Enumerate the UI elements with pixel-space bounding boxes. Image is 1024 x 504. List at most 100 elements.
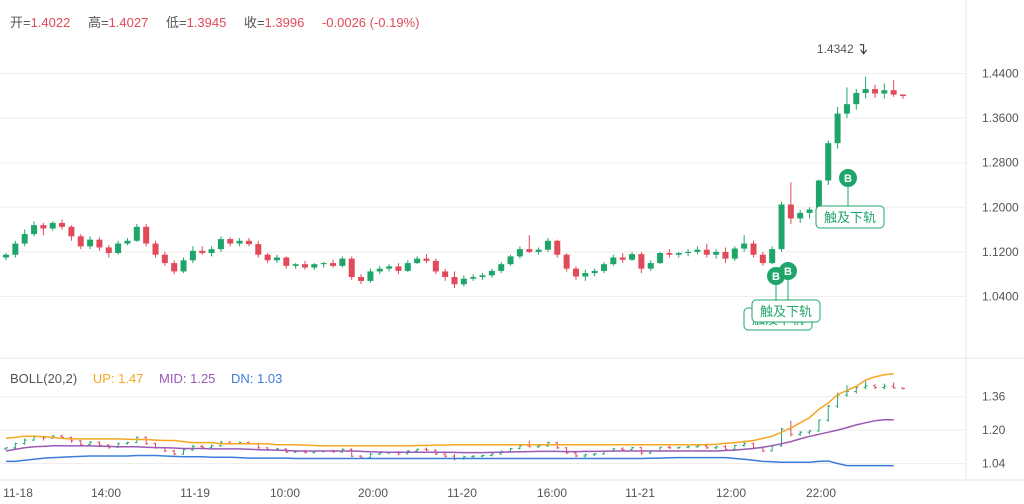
boll-candle — [854, 385, 859, 394]
boll-candle — [527, 440, 532, 448]
candle — [479, 273, 486, 280]
boll-candle — [564, 447, 569, 455]
candle — [180, 257, 187, 274]
candle — [871, 84, 878, 98]
candle-body — [479, 275, 486, 278]
candle — [544, 237, 551, 252]
candle-body — [554, 240, 561, 255]
time-tick-label: 12:00 — [716, 486, 746, 500]
buy-marker-circle — [779, 262, 797, 280]
time-tick-label: 10:00 — [270, 486, 300, 500]
candle — [189, 246, 196, 264]
candle-body — [311, 264, 318, 268]
candle-body — [666, 253, 673, 255]
candle-body — [778, 204, 785, 250]
candle-body — [217, 239, 224, 250]
candle — [694, 246, 701, 255]
candle-body — [264, 254, 271, 261]
change-value: -0.0026 (-0.19%) — [321, 15, 420, 30]
candle-body — [236, 240, 243, 244]
candle — [825, 140, 832, 185]
candle-body — [49, 222, 56, 229]
candle-body — [703, 249, 710, 255]
candle-body — [96, 239, 103, 248]
price-tick-label: 1.2000 — [982, 200, 1019, 214]
candle — [741, 235, 748, 252]
candle — [535, 247, 542, 255]
candle — [330, 259, 337, 268]
signal-label-text: 触及下轨 — [760, 305, 812, 320]
time-tick-label: 14:00 — [91, 486, 121, 500]
candle — [245, 237, 252, 247]
candle-body — [900, 94, 906, 96]
candle-body — [881, 90, 888, 94]
boll-candle — [592, 453, 597, 456]
candle-body — [339, 258, 346, 266]
candle-body — [750, 243, 757, 255]
candle-body — [432, 260, 439, 272]
candle — [236, 237, 243, 247]
signal-label-box — [751, 299, 821, 323]
candle — [554, 239, 561, 258]
boll-candle — [573, 452, 578, 458]
candle — [105, 245, 112, 258]
boll-candle — [714, 445, 719, 450]
boll-legend: BOLL(20,2) UP: 1.47 MID: 1.25 DN: 1.03 — [10, 371, 294, 386]
ohlc-legend: 开=1.4022 高=1.4027 低=1.3945 收=1.3996 -0.0… — [10, 12, 434, 31]
boll-candle — [415, 448, 420, 452]
candle-body — [451, 277, 458, 285]
buy-marker-letter: B — [772, 271, 780, 283]
candle — [49, 221, 56, 231]
boll-candle — [901, 387, 905, 390]
candle-body — [890, 90, 897, 95]
candle-body — [488, 270, 495, 276]
buy-marker-circle — [839, 169, 857, 187]
candle — [629, 251, 636, 261]
candle-body — [358, 277, 365, 281]
boll-candle — [368, 453, 373, 459]
candle — [638, 251, 645, 274]
boll-candle — [13, 442, 18, 449]
candle — [488, 268, 495, 278]
candle-body — [423, 258, 430, 261]
candle — [498, 261, 505, 274]
candle-body — [516, 249, 523, 257]
max-price-arrowhead — [860, 49, 868, 55]
candle — [348, 256, 355, 280]
candle — [572, 266, 579, 280]
boll-candle — [891, 382, 896, 389]
candle — [657, 251, 664, 265]
candle — [264, 253, 271, 264]
candle-body — [675, 253, 682, 255]
candle — [759, 251, 766, 266]
candle — [273, 254, 280, 264]
candle — [358, 274, 365, 285]
candle-body — [731, 248, 738, 259]
boll-tick-label: 1.36 — [982, 390, 1006, 404]
candle — [376, 265, 383, 275]
boll-candle — [125, 441, 130, 445]
boll-candle — [667, 445, 672, 449]
price-tick-label: 1.2800 — [982, 156, 1019, 170]
open-value: 开=1.4022 — [10, 15, 71, 30]
candle — [124, 237, 131, 246]
boll-candle — [69, 436, 74, 443]
candle-body — [59, 222, 66, 227]
boll-candle — [686, 445, 691, 449]
boll-mid-line — [5, 418, 894, 454]
boll-candle — [872, 384, 877, 390]
signal-marker: B 触及下轨 — [815, 169, 885, 229]
boll-candle — [209, 444, 214, 449]
candle-body — [395, 266, 402, 271]
candle-body — [647, 263, 654, 269]
boll-candle — [22, 438, 27, 445]
candle-body — [741, 243, 748, 249]
time-tick-label: 11-20 — [447, 486, 477, 500]
candle — [619, 253, 626, 264]
candle — [96, 237, 103, 251]
candle-body — [245, 240, 252, 245]
candle-body — [610, 257, 617, 265]
boll-up-line — [5, 372, 894, 447]
candle-body — [21, 234, 28, 244]
